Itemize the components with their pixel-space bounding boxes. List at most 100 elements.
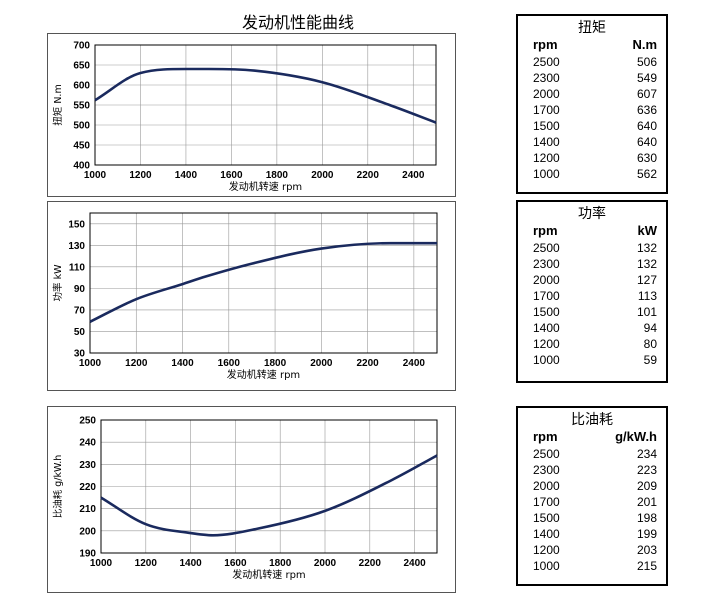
fuel-consumption-table-title: 比油耗 — [571, 412, 613, 428]
power-y-tick-label: 150 — [68, 219, 85, 230]
fuel-consumption-value: 209 — [636, 479, 657, 493]
rpm-value: 1700 — [533, 289, 560, 303]
fuel-consumption-value: 234 — [636, 447, 657, 461]
torque-x-tick-label: 1000 — [84, 170, 107, 181]
fuel-consumption-value: 198 — [636, 511, 657, 525]
torque-x-tick-label: 1200 — [129, 170, 152, 181]
fuel-consumption-x-axis-label: 发动机转速 rpm — [232, 568, 305, 581]
rpm-value: 1000 — [533, 559, 560, 573]
fuel-consumption-table-row: 1400 199 — [533, 526, 657, 542]
power-y-tick-label: 130 — [68, 241, 85, 252]
rpm-value: 2000 — [533, 479, 560, 493]
torque-table-header: rpm N.m — [533, 37, 657, 52]
torque-table-rows: 2500 506 2300 549 2000 607 1700 636 1500 640 1400 6… — [533, 54, 657, 182]
fuel-consumption-chart-svg: 1000 1200 1400 1600 1800 2000 2200 2400 190 200 21… — [52, 416, 438, 581]
power-value: 80 — [643, 337, 657, 351]
power-y-tick-label: 90 — [74, 284, 86, 295]
fuel-consumption-table: 比油耗 rpm g/kW.h 2500 234 2300 223 2000 209 1700… — [516, 406, 668, 586]
fuel-consumption-table-row: 1500 198 — [533, 510, 657, 526]
fuel-consumption-table-row: 1000 215 — [533, 558, 657, 574]
torque-value: 549 — [636, 71, 657, 85]
power-x-tick-label: 2400 — [403, 358, 426, 369]
rpm-value: 1200 — [533, 337, 560, 351]
power-table-row: 1500 101 — [533, 304, 657, 320]
power-chart-svg: 1000 1200 1400 1600 1800 2000 2200 2400 30 50 70 90… — [52, 212, 438, 381]
torque-table-row: 1200 630 — [533, 150, 657, 166]
torque-table-row: 2000 607 — [533, 86, 657, 102]
rpm-value: 2000 — [533, 273, 560, 287]
torque-x-tick-label: 2400 — [402, 170, 425, 181]
torque-y-tick-label: 550 — [73, 101, 90, 112]
rpm-value: 2300 — [533, 463, 560, 477]
rpm-value: 1400 — [533, 321, 560, 335]
power-value: 127 — [636, 273, 657, 287]
power-y-axis-label: 功率 kW — [52, 264, 64, 302]
fuel-consumption-table-col-rpm: rpm — [533, 429, 558, 444]
rpm-value: 1200 — [533, 151, 560, 165]
fuel-consumption-plot-frame — [100, 419, 438, 554]
fuel-consumption-y-tick-label: 190 — [79, 549, 96, 560]
torque-table-row: 2500 506 — [533, 54, 657, 70]
fuel-consumption-table-row: 1700 201 — [533, 494, 657, 510]
torque-table: 扭矩 rpm N.m 2500 506 2300 549 2000 607 1700 636 1… — [516, 14, 668, 194]
torque-y-tick-label: 400 — [73, 161, 90, 172]
rpm-value: 1400 — [533, 135, 560, 149]
power-table-row: 2500 132 — [533, 240, 657, 256]
torque-value: 506 — [636, 55, 657, 69]
fuel-consumption-value: 215 — [636, 559, 657, 573]
power-x-tick-label: 2000 — [310, 358, 333, 369]
fuel-consumption-value: 203 — [636, 543, 657, 557]
fuel-consumption-table-row: 2000 209 — [533, 478, 657, 494]
fuel-consumption-x-tick-label: 1000 — [90, 558, 113, 569]
torque-x-tick-label: 1600 — [220, 170, 243, 181]
power-table-row: 1400 94 — [533, 320, 657, 336]
fuel-consumption-table-row: 1200 203 — [533, 542, 657, 558]
torque-table-row: 1000 562 — [533, 166, 657, 182]
fuel-consumption-table-rows: 2500 234 2300 223 2000 209 1700 201 1500 198 1400 1… — [533, 446, 657, 574]
power-x-tick-label: 1000 — [79, 358, 102, 369]
fuel-consumption-y-tick-label: 250 — [79, 416, 96, 427]
power-y-tick-label: 50 — [74, 327, 86, 338]
rpm-value: 1000 — [533, 167, 560, 181]
fuel-consumption-value: 199 — [636, 527, 657, 541]
rpm-value: 1700 — [533, 495, 560, 509]
rpm-value: 2500 — [533, 55, 560, 69]
fuel-consumption-x-tick-label: 1400 — [179, 558, 202, 569]
torque-curve — [94, 67, 437, 124]
power-x-tick-label: 1600 — [218, 358, 241, 369]
rpm-value: 1500 — [533, 119, 560, 133]
fuel-consumption-table-row: 2500 234 — [533, 446, 657, 462]
rpm-value: 1500 — [533, 305, 560, 319]
torque-value: 640 — [636, 119, 657, 133]
fuel-consumption-y-tick-label: 200 — [79, 526, 96, 537]
fuel-consumption-y-tick-label: 230 — [79, 460, 96, 471]
torque-y-tick-label: 650 — [73, 61, 90, 72]
rpm-value: 2000 — [533, 87, 560, 101]
power-table-title: 功率 — [578, 206, 606, 222]
torque-value: 640 — [636, 135, 657, 149]
power-y-tick-label: 110 — [69, 262, 86, 273]
power-table-row: 2000 127 — [533, 272, 657, 288]
fuel-consumption-table-header: rpm g/kW.h — [533, 429, 657, 444]
fuel-consumption-x-tick-label: 1600 — [224, 558, 247, 569]
torque-table-row: 1400 640 — [533, 134, 657, 150]
torque-y-tick-label: 600 — [73, 81, 90, 92]
rpm-value: 1700 — [533, 103, 560, 117]
rpm-value: 1400 — [533, 527, 560, 541]
power-y-tick-label: 30 — [74, 349, 86, 360]
rpm-value: 2500 — [533, 447, 560, 461]
torque-chart: 1000 1200 1400 1600 1800 2000 2200 2400 400 450 50… — [47, 33, 456, 197]
power-plot-frame — [89, 212, 438, 354]
torque-y-tick-label: 450 — [73, 141, 90, 152]
fuel-consumption-y-tick-label: 220 — [79, 482, 96, 493]
torque-value: 562 — [636, 167, 657, 181]
torque-y-tick-label: 500 — [73, 121, 90, 132]
fuel-consumption-y-axis-label: 比油耗 g/kW.h — [52, 455, 64, 519]
power-table-col-rpm: rpm — [533, 223, 558, 238]
torque-x-tick-label: 2000 — [311, 170, 334, 181]
torque-x-axis-label: 发动机转速 rpm — [229, 180, 302, 193]
power-value: 94 — [643, 321, 657, 335]
rpm-value: 2300 — [533, 71, 560, 85]
fuel-consumption-table-col-unit: g/kW.h — [615, 429, 657, 444]
fuel-consumption-x-tick-label: 2400 — [403, 558, 426, 569]
